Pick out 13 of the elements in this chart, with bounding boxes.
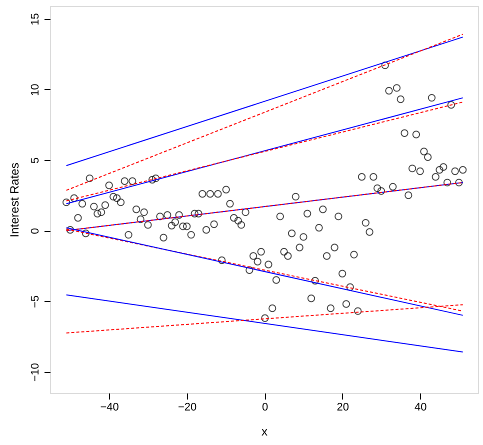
y-tick-label: −5 bbox=[30, 295, 42, 308]
x-tick-label: 40 bbox=[414, 402, 427, 414]
x-tick-label: 20 bbox=[336, 402, 349, 414]
x-tick-label: −20 bbox=[178, 402, 197, 414]
y-tick-label: 5 bbox=[30, 157, 42, 164]
y-tick-label: 15 bbox=[30, 13, 42, 26]
x-tick-label: 0 bbox=[262, 402, 268, 414]
y-axis-title: Interest Rates bbox=[8, 162, 22, 238]
y-tick-label: 0 bbox=[30, 228, 42, 234]
y-tick-label: −10 bbox=[30, 362, 42, 382]
x-axis-title: x bbox=[262, 424, 268, 438]
x-tick-label: −40 bbox=[100, 402, 119, 414]
y-tick-label: 10 bbox=[30, 84, 42, 96]
